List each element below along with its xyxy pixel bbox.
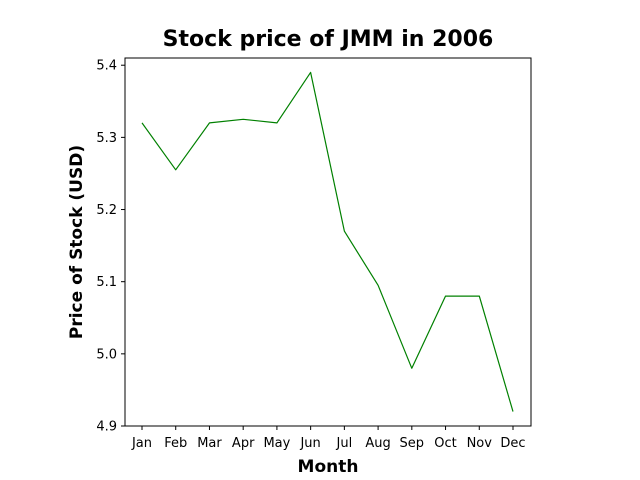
y-tick-label: 5.3 (96, 131, 117, 146)
series-line (141, 71, 514, 412)
x-tick-label: Mar (197, 436, 222, 451)
x-tick-label: Jan (131, 436, 152, 451)
x-tick-label: Aug (365, 436, 390, 451)
x-tick-label: Nov (467, 436, 493, 451)
y-tick-label: 5.2 (96, 203, 117, 218)
x-tick-label: May (263, 436, 290, 451)
x-tick-label: Jul (336, 436, 353, 451)
x-axis: Jan Feb Mar Apr May Jun Jul Aug Sep Oct Nov Dec (131, 426, 526, 451)
y-axis: 4.9 5.0 5.1 5.2 5.3 5.4 (96, 59, 125, 435)
y-tick-label: 4.9 (96, 420, 117, 435)
x-tick-label: Jun (299, 436, 320, 451)
chart-title: Stock price of JMM in 2006 (163, 27, 494, 52)
x-axis-label: Month (298, 457, 359, 477)
x-tick-label: Feb (164, 436, 187, 451)
y-axis-label: Price of Stock (USD) (67, 145, 87, 339)
plot-area-frame (124, 57, 532, 427)
x-tick-label: Sep (400, 436, 425, 451)
y-tick-label: 5.0 (96, 347, 117, 362)
series-group (141, 71, 514, 412)
x-tick-label: Dec (500, 436, 525, 451)
y-tick-label: 5.4 (96, 59, 117, 74)
x-tick-label: Oct (434, 436, 456, 451)
x-tick-label: Apr (232, 436, 255, 451)
y-tick-label: 5.1 (96, 275, 117, 290)
